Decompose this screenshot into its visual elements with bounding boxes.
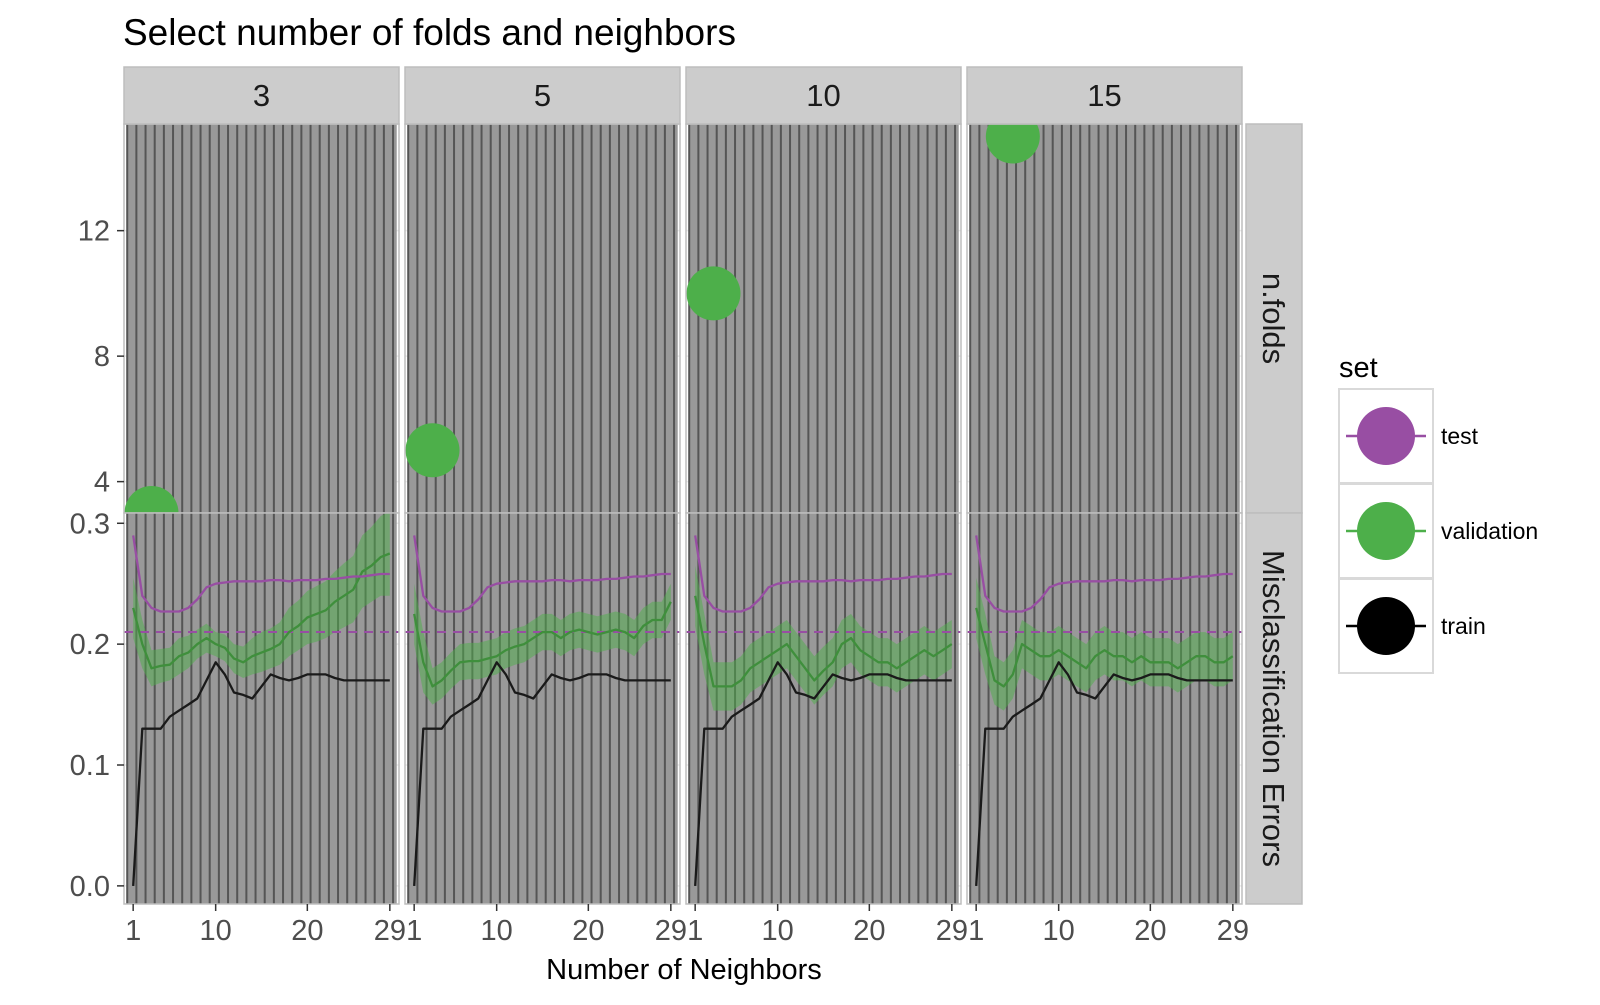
panel-border bbox=[966, 512, 1243, 905]
train-line-5 bbox=[413, 661, 671, 886]
facet-strip-label-3: 3 bbox=[253, 78, 270, 113]
row-strip-label-1: Misclassification Errors bbox=[1256, 550, 1291, 867]
x-tick-label: 29 bbox=[655, 915, 687, 947]
panel-border bbox=[404, 512, 681, 905]
y-tick-label: 0.1 bbox=[70, 750, 110, 782]
legend-entry-train: train bbox=[1338, 578, 1486, 674]
legend-key-point bbox=[1357, 597, 1415, 655]
x-tick-label: 29 bbox=[1217, 915, 1249, 947]
panel-errors-5: test set errors bbox=[405, 513, 680, 904]
legend-label: validation bbox=[1441, 518, 1538, 544]
legend: set test validation train bbox=[1338, 352, 1538, 674]
y-tick-label: 4 bbox=[94, 467, 110, 499]
train-line-10 bbox=[694, 661, 952, 886]
x-tick-label: 29 bbox=[374, 915, 406, 947]
panel-border bbox=[685, 512, 962, 905]
validation-line-5 bbox=[413, 601, 672, 688]
facet-strip-3 bbox=[123, 66, 400, 125]
x-tick-label: 1 bbox=[125, 915, 141, 947]
legend-title: set bbox=[1339, 352, 1378, 384]
y-tick-label: 0.3 bbox=[70, 508, 110, 540]
legend-label: train bbox=[1441, 613, 1486, 639]
test-line-15 bbox=[975, 535, 1233, 613]
validation-line-3 bbox=[132, 552, 391, 670]
facet-strip-label-15: 15 bbox=[1087, 78, 1121, 113]
x-tick-label: 1 bbox=[406, 915, 422, 947]
x-tick-label: 1 bbox=[968, 915, 984, 947]
y-tick-label: 0.0 bbox=[70, 871, 110, 903]
nfolds-point-3 bbox=[124, 486, 179, 513]
legend-label: test bbox=[1441, 423, 1479, 449]
panel-border bbox=[123, 512, 400, 905]
panel-errors-10: test set errors bbox=[686, 513, 961, 904]
legend-entry-validation: validation bbox=[1338, 483, 1538, 579]
panel-errors-15: test set errors bbox=[967, 513, 1242, 904]
panel-nfolds-5 bbox=[405, 124, 680, 513]
nfolds-point-15 bbox=[985, 124, 1040, 164]
panels-layer: test set errorstest set errorstest set e… bbox=[123, 123, 1243, 905]
test-line-5 bbox=[413, 535, 671, 613]
train-line-15 bbox=[975, 661, 1233, 886]
facet-strip-15 bbox=[966, 66, 1243, 125]
validation-ribbon-5 bbox=[414, 583, 671, 705]
nfolds-point-10 bbox=[686, 266, 741, 321]
x-tick-label: 29 bbox=[936, 915, 968, 947]
x-axes: 1 10 20 29 1 10 20 29 1 10 20 29 1 10 20 29 bbox=[125, 904, 1249, 947]
validation-line-15 bbox=[975, 607, 1234, 688]
row-strip-1 bbox=[1245, 512, 1303, 905]
x-tick-label: 20 bbox=[1134, 915, 1166, 947]
legend-entry-test: test bbox=[1338, 388, 1479, 484]
facet-strip-label-5: 5 bbox=[534, 78, 551, 113]
x-axis-title: Number of Neighbors bbox=[546, 954, 822, 986]
y-tick-label: 12 bbox=[78, 216, 110, 248]
row-strip-label-0: n.folds bbox=[1256, 273, 1291, 364]
test-line-3 bbox=[132, 535, 390, 613]
facet-strip-label-10: 10 bbox=[806, 78, 840, 113]
chart-title: Select number of folds and neighbors bbox=[123, 12, 736, 53]
nfolds-point-5 bbox=[405, 423, 460, 478]
x-tick-label: 10 bbox=[762, 915, 794, 947]
x-tick-label: 20 bbox=[853, 915, 885, 947]
panel-nfolds-3 bbox=[124, 124, 399, 513]
validation-ribbon-15 bbox=[976, 577, 1233, 711]
y-axes: 4 8 12 0.0 0.1 0.2 0.3 bbox=[70, 216, 124, 903]
facet-strips: 3 5 10 15 n.folds Misclassification Errors bbox=[123, 66, 1303, 905]
panel-errors-3: test set errors bbox=[124, 513, 399, 904]
x-tick-label: 10 bbox=[200, 915, 232, 947]
legend-key-point bbox=[1357, 502, 1415, 560]
train-line-3 bbox=[132, 661, 390, 886]
y-tick-label: 0.2 bbox=[70, 629, 110, 661]
y-tick-label: 8 bbox=[94, 341, 110, 373]
row-strip-0 bbox=[1245, 123, 1303, 514]
facet-strip-10 bbox=[685, 66, 962, 125]
panel-nfolds-15 bbox=[967, 124, 1242, 513]
x-tick-label: 10 bbox=[481, 915, 513, 947]
facet-strip-5 bbox=[404, 66, 681, 125]
panel-nfolds-10 bbox=[686, 124, 961, 513]
x-tick-label: 20 bbox=[572, 915, 604, 947]
test-line-10 bbox=[694, 535, 952, 613]
x-tick-label: 10 bbox=[1043, 915, 1075, 947]
validation-line-10 bbox=[694, 595, 953, 688]
legend-key-point bbox=[1357, 407, 1415, 465]
x-tick-label: 1 bbox=[687, 915, 703, 947]
x-tick-label: 20 bbox=[291, 915, 323, 947]
